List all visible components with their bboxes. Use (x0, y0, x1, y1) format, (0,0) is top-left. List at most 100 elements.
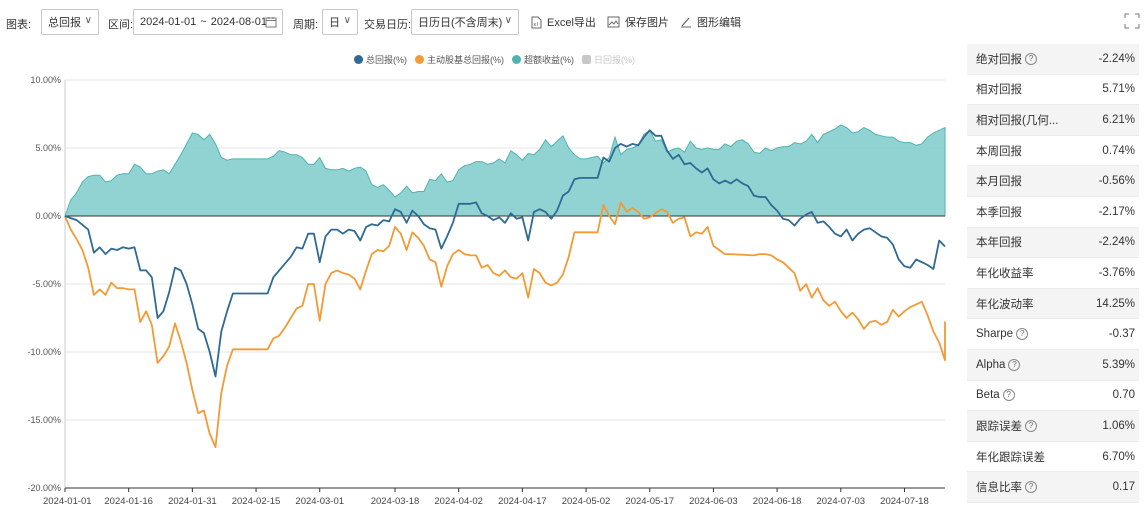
image-icon (607, 16, 620, 28)
metric-value: -2.17% (1098, 205, 1135, 218)
metric-value: 6.21% (1102, 113, 1135, 126)
metric-row: 年化波动率 14.25% (967, 288, 1139, 320)
y-tick-label: 10.00% (30, 75, 61, 85)
help-icon[interactable]: ? (1016, 328, 1029, 341)
period-select[interactable]: 日 ∨ (322, 9, 358, 35)
legend-item-excess[interactable]: 超额收益(%) (512, 52, 574, 66)
x-tick-label: 2024-01-16 (104, 496, 153, 507)
metric-value: 14.25% (1095, 297, 1135, 310)
y-tick-label: 0.00% (35, 211, 61, 221)
period-label: 周期: (293, 19, 319, 31)
metric-value: -0.56% (1098, 175, 1135, 188)
metric-value: 0.70 (1112, 389, 1135, 402)
metric-value: -2.24% (1098, 236, 1135, 249)
series-excess-area (64, 124, 946, 217)
metric-label-text: 本季回报 (976, 206, 1022, 219)
series-total-line (64, 129, 946, 378)
metric-row: 信息比率? 0.17 (967, 472, 1139, 503)
date-separator: ~ (200, 16, 207, 28)
metric-label-text: 年化跟踪误差 (976, 451, 1045, 464)
x-tick-label: 2024-05-17 (625, 496, 674, 507)
help-icon[interactable]: ? (1025, 419, 1037, 432)
chevron-down-icon: ∨ (504, 15, 512, 26)
metric-row: 跟踪误差? 1.06% (967, 411, 1139, 442)
period-value: 日 (329, 17, 340, 29)
metric-label-text: 本周回报 (976, 145, 1022, 158)
excel-export-button[interactable]: xl Excel导出 (530, 14, 596, 30)
metric-row: Alpha? 5.39% (967, 349, 1139, 381)
metric-row: 年化收益率 -3.76% (967, 258, 1139, 289)
date-range-picker[interactable]: 2024-01-01 ~ 2024-08-01 (133, 9, 283, 35)
metric-label-text: Sharpe (976, 328, 1014, 341)
legend-label: 总回报(%) (366, 54, 407, 65)
metric-label: 本季回报 (976, 204, 1022, 220)
metric-row: 本月回报 -0.56% (967, 166, 1139, 197)
metric-label-text: Beta (976, 389, 1000, 402)
metric-value: -3.76% (1098, 266, 1135, 279)
excel-icon: xl (530, 16, 542, 29)
x-tick-label: 2024-04-02 (434, 496, 483, 507)
metric-row: 绝对回报? -2.24% (967, 44, 1139, 75)
x-tick-label: 2024-01-01 (43, 496, 92, 507)
calendar-label: 交易日历: (364, 19, 412, 31)
chart-type-value: 总回报 (48, 17, 81, 29)
metric-label: 本年回报 (976, 234, 1022, 250)
metric-row: Sharpe? -0.37 (967, 319, 1139, 350)
metric-label: 年化跟踪误差 (976, 449, 1045, 465)
date-end[interactable]: 2024-08-01 (210, 16, 267, 28)
calendar-icon[interactable] (265, 16, 277, 31)
y-tick-label: -10.00% (27, 347, 61, 357)
calendar-select[interactable]: 日历日(不含周末) ∨ (411, 9, 519, 35)
metric-label: 本月回报 (976, 173, 1022, 189)
chart-type-select[interactable]: 总回报 ∨ (41, 9, 99, 35)
y-tick-label: -5.00% (32, 279, 61, 289)
metric-row: 本年回报 -2.24% (967, 227, 1139, 259)
expand-icon[interactable] (1124, 13, 1140, 29)
metric-label: 相对回报 (976, 81, 1022, 97)
x-tick-label: 2024-03-01 (295, 496, 344, 507)
chart-area: 10.00% 5.00% 0.00% -5.00% -10.00% -15.00% -20.… (0, 44, 955, 519)
metric-row: 相对回报(几何... 6.21% (967, 105, 1139, 136)
metric-row: 本季回报 -2.17% (967, 196, 1139, 228)
metric-label: 相对回报(几何... (976, 112, 1058, 128)
chart-type-label: 图表: (6, 19, 32, 31)
x-tick-label: 2024-02-15 (232, 496, 281, 507)
metric-label: 信息比率? (976, 479, 1037, 495)
x-tick-label: 2024-06-18 (753, 496, 802, 507)
help-icon[interactable]: ? (1025, 52, 1037, 65)
toolbar: 图表: 总回报 ∨ 区间: 2024-01-01 ~ 2024-08-01 周期… (0, 0, 1146, 44)
x-tick-label: 2024-06-03 (689, 496, 738, 507)
metric-value: 6.70% (1102, 450, 1135, 463)
return-chart: 10.00% 5.00% 0.00% -5.00% -10.00% -15.00% -20.… (27, 75, 946, 507)
metric-label: 绝对回报? (976, 51, 1037, 67)
metric-row: Beta? 0.70 (967, 380, 1139, 412)
help-icon[interactable]: ? (1008, 358, 1021, 371)
date-start[interactable]: 2024-01-01 (140, 16, 197, 28)
x-tick-label: 2024-07-18 (880, 496, 929, 507)
metric-value: 0.17 (1112, 481, 1135, 494)
y-tick-label: -20.00% (27, 483, 61, 493)
legend-label: 主动股基总回报(%) (427, 54, 504, 65)
calendar-value: 日历日(不含周末) (418, 17, 503, 29)
chart-legend: 总回报(%) 主动股基总回报(%) 超额收益(%) 日回报(%) (354, 52, 635, 66)
help-icon[interactable]: ? (1025, 481, 1037, 494)
chart-edit-label: 图形编辑 (697, 17, 741, 29)
legend-marker (512, 54, 521, 64)
legend-item-daily[interactable]: 日回报(%) (582, 52, 635, 66)
legend-label: 超额收益(%) (524, 54, 574, 65)
chart-edit-button[interactable]: 图形编辑 (680, 14, 741, 30)
save-image-button[interactable]: 保存图片 (607, 14, 669, 30)
help-icon[interactable]: ? (1002, 389, 1015, 402)
legend-item-total[interactable]: 总回报(%) (354, 52, 407, 66)
metric-value: 5.71% (1102, 83, 1135, 96)
metric-label: 年化收益率 (976, 265, 1034, 281)
metric-label-text: 绝对回报 (976, 53, 1022, 66)
metric-label-text: 本年回报 (976, 237, 1022, 250)
svg-text:xl: xl (533, 22, 538, 28)
metric-label-text: 本月回报 (976, 176, 1022, 189)
metric-value: -0.37 (1108, 328, 1135, 341)
legend-item-benchmark[interactable]: 主动股基总回报(%) (415, 52, 504, 66)
metric-label-text: 年化收益率 (976, 267, 1034, 280)
x-tick-label: 2024-05-02 (562, 496, 611, 507)
metric-row: 年化跟踪误差 6.70% (967, 441, 1139, 473)
